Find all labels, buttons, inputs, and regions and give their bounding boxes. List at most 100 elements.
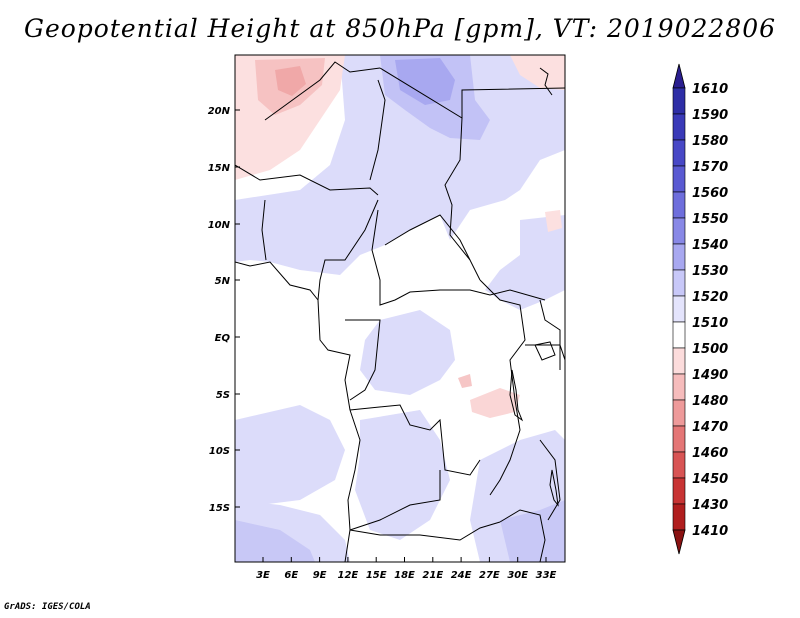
boundary-benin-togo (261, 199, 267, 261)
colorbar-segment (672, 399, 686, 427)
lon-tick-label: 15E (366, 570, 387, 581)
red-sea-coast (539, 67, 553, 96)
boundary-tanzania-mozambique (539, 439, 561, 521)
contour-1500-southeast (470, 388, 520, 418)
colorbar-segment (672, 243, 686, 271)
boundary-car-chad (384, 214, 471, 261)
lon-tick-label: 3E (256, 570, 270, 581)
colorbar-segment (672, 191, 686, 219)
boundary-angola-namibia (349, 521, 501, 541)
lake-tanganyika (509, 369, 524, 422)
boundary-niger-nigeria (235, 164, 379, 196)
chart-title: Geopotential Height at 850hPa [gpm], VT:… (23, 14, 777, 43)
colorbar-level-label: 1570 (692, 160, 728, 175)
contour-1520-centre (360, 310, 455, 395)
latitude-axis: 20N 15N 10N 5N EQ 5S 10S 15S (208, 106, 240, 514)
colorbar-level-label: 1580 (692, 134, 728, 149)
contour-1480-northwest (275, 66, 306, 96)
boundaries (235, 61, 565, 562)
boundary-drc-angola (349, 404, 481, 476)
colorbar-level-label: 1460 (692, 446, 728, 461)
colorbar-segment (672, 217, 686, 245)
lat-tick-label: 5N (215, 276, 231, 287)
colorbar-level-label: 1500 (692, 342, 728, 357)
colorbar-segment (672, 451, 686, 479)
contour-1490-southeast (458, 374, 472, 388)
map-frame (234, 54, 566, 563)
lon-tick-label: 21E (422, 570, 443, 581)
colorbar-level-label: 1550 (692, 212, 728, 227)
colorbar: 1610 1590 1580 1570 1560 1550 1540 1530 1520 1510… (672, 63, 728, 555)
lon-tick-label: 24E (451, 570, 472, 581)
lon-tick-label: 9E (313, 570, 327, 581)
colorbar-segment (672, 269, 686, 297)
colorbar-level-label: 1540 (692, 238, 728, 253)
boundary-congo-drc (345, 319, 381, 401)
colorbar-bottom-arrow (672, 529, 686, 555)
lon-tick-label: 33E (536, 570, 557, 581)
contour-1520-east (485, 215, 565, 310)
contour-1530-southwest (235, 520, 315, 562)
boundary-cameroon-car (371, 209, 546, 306)
lake-malawi (549, 469, 559, 507)
lat-tick-label: EQ (215, 333, 231, 344)
contour-1500-east (545, 210, 562, 232)
colorbar-segment (672, 347, 686, 375)
lat-tick-label: 20N (208, 106, 231, 117)
colorbar-segment (672, 87, 686, 115)
longitude-axis: 3E 6E 9E 12E 15E 18E 21E 24E 27E 30E 33E (256, 557, 557, 581)
colorbar-segment (672, 165, 686, 193)
contour-1520-south (355, 410, 450, 540)
colorbar-segment (672, 477, 686, 505)
colorbar-segment (672, 113, 686, 141)
lon-tick-label: 18E (394, 570, 415, 581)
lat-tick-label: 10N (208, 220, 231, 231)
colorbar-segment (672, 295, 686, 323)
contour-1540-core (395, 58, 455, 105)
colorbar-level-label: 1410 (692, 524, 728, 539)
lat-tick-label: 15S (209, 503, 230, 514)
colorbar-level-label: 1610 (692, 82, 728, 97)
grads-credit: GrADS: IGES/COLA (4, 602, 91, 612)
boundary-coast-west (235, 261, 319, 301)
colorbar-top-arrow (672, 63, 686, 89)
colorbar-level-label: 1530 (692, 264, 728, 279)
lon-tick-label: 30E (507, 570, 528, 581)
colorbar-segment (672, 373, 686, 401)
colorbar-level-label: 1470 (692, 420, 728, 435)
colorbar-segment (672, 321, 686, 349)
lat-tick-label: 15N (208, 163, 231, 174)
colorbar-level-label: 1480 (692, 394, 728, 409)
lat-tick-label: 5S (216, 390, 230, 401)
colorbar-level-label: 1520 (692, 290, 728, 305)
boundary-nigeria-cameroon (317, 199, 379, 301)
lon-tick-label: 27E (479, 570, 500, 581)
contour-1500-northeast (510, 55, 565, 90)
lat-tick-label: 10S (209, 446, 230, 457)
contour-1520-west (235, 405, 345, 505)
colorbar-level-label: 1590 (692, 108, 728, 123)
colorbar-segment (672, 139, 686, 167)
colorbar-level-label: 1510 (692, 316, 728, 331)
colorbar-segment (672, 425, 686, 453)
boundary-algeria-niger (264, 61, 381, 121)
boundary-sudan-ethiopia (539, 299, 561, 370)
lon-tick-label: 6E (284, 570, 298, 581)
contour-1530-southeast (500, 500, 565, 562)
colorbar-segment (672, 503, 686, 531)
lake-victoria (534, 341, 556, 361)
lon-tick-label: 12E (338, 570, 359, 581)
boundary-gabon-congo (317, 299, 351, 411)
colorbar-level-label: 1430 (692, 498, 728, 513)
colorbar-level-label: 1490 (692, 368, 728, 383)
boundary-drc-east (479, 279, 526, 496)
boundary-libya-chad (379, 67, 565, 119)
boundary-niger-chad (369, 79, 386, 181)
colorbar-level-label: 1450 (692, 472, 728, 487)
colorbar-level-label: 1560 (692, 186, 728, 201)
height-field (235, 55, 565, 562)
boundary-angola-zambia (349, 470, 441, 531)
boundary-zambia-zimbabwe (499, 509, 546, 562)
boundary-angola-coast (344, 409, 361, 562)
